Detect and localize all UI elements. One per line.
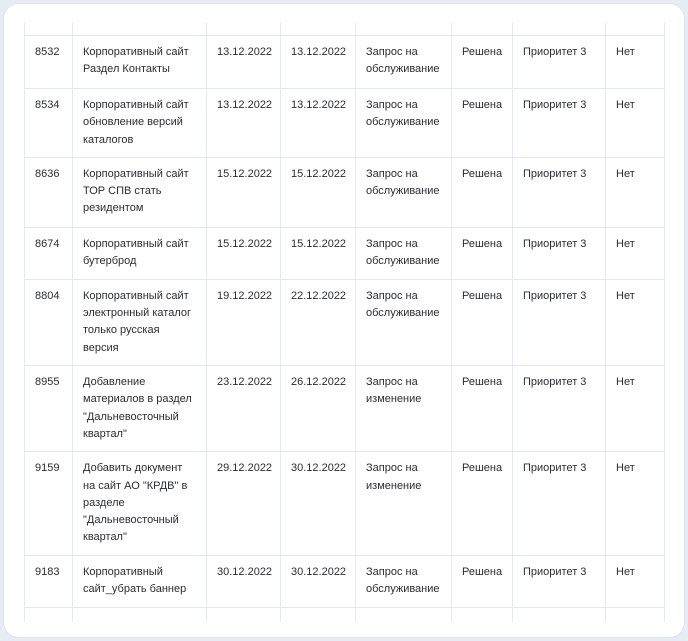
cell-status: Решена	[451, 35, 513, 89]
cell-request-id: 8636	[24, 156, 73, 228]
cell-start-date: 30.12.2022	[206, 554, 281, 608]
cell-request-id: 8955	[24, 365, 73, 452]
cell-status: Решена	[451, 226, 513, 280]
cell-flag: Нет	[605, 451, 665, 556]
cell-status: Решена	[451, 88, 513, 158]
cell-flag: Нет	[605, 365, 665, 452]
cell-priority: Приоритет 3	[512, 35, 606, 89]
cell-flag: Нет	[605, 88, 665, 158]
cell-start-date: 13.12.2022	[206, 35, 281, 89]
cell-priority: Приоритет 3	[512, 278, 606, 366]
cell-request-name: Корпоративный сайт обновление версий кат…	[72, 88, 207, 158]
cell-priority: Приоритет 3	[512, 365, 606, 452]
cell-request-type: Запрос на обслуживание	[355, 35, 452, 89]
cell-request-id: 9159	[24, 451, 73, 556]
cell-flag: Нет	[605, 35, 665, 89]
cell-status: Решена	[451, 278, 513, 366]
cell-end-date: 13.12.2022	[280, 35, 356, 89]
cell-request-name: Корпоративный сайт бутерброд	[72, 226, 207, 280]
cell-request-type: Запрос на обслуживание	[355, 278, 452, 366]
cell-request-type: Запрос на обслуживание	[355, 226, 452, 280]
cell-end-date: 30.12.2022	[280, 451, 356, 556]
cell-status: Решена	[451, 156, 513, 228]
table-row[interactable]: 9183 Корпоративный сайт_убрать баннер 30.1…	[24, 554, 665, 608]
cell-flag: Нет	[605, 278, 665, 366]
cell-priority: Приоритет 3	[512, 226, 606, 280]
cell-flag: Нет	[605, 554, 665, 608]
cell-priority: Приоритет 3	[512, 554, 606, 608]
table-row[interactable]: 8674 Корпоративный сайт бутерброд 15.12.20…	[24, 226, 665, 280]
cell-request-name: Корпоративный сайт_убрать баннер	[72, 554, 207, 608]
table-row[interactable]: 8532 Корпоративный сайт Раздел Контакты 13…	[24, 35, 665, 89]
table-row[interactable]: 8534 Корпоративный сайт обновление версий…	[24, 88, 665, 158]
cell-request-id: 8534	[24, 88, 73, 158]
cell-priority: Приоритет 3	[512, 156, 606, 228]
table-row[interactable]: 8804 Корпоративный сайт электронный катал…	[24, 278, 665, 366]
cell-priority: Приоритет 3	[512, 88, 606, 158]
cell-start-date: 29.12.2022	[206, 451, 281, 556]
requests-table: 8532 Корпоративный сайт Раздел Контакты 13…	[24, 23, 665, 622]
cell-request-type: Запрос на изменение	[355, 365, 452, 452]
table-row[interactable]: 9159 Добавить документ на сайт АО "КРДВ" …	[24, 451, 665, 556]
cell-request-name: Корпоративный сайт ТОР СПВ стать резиден…	[72, 156, 207, 228]
cell-request-type: Запрос на изменение	[355, 451, 452, 556]
cell-request-name: Добавление материалов в раздел "Дальнево…	[72, 365, 207, 452]
table-row-partial	[24, 23, 665, 36]
cell-request-name: Корпоративный сайт Раздел Контакты	[72, 35, 207, 89]
cell-end-date: 13.12.2022	[280, 88, 356, 158]
table-row[interactable]: 8636 Корпоративный сайт ТОР СПВ стать рез…	[24, 156, 665, 228]
cell-request-id: 8532	[24, 35, 73, 89]
table-row[interactable]: 8955 Добавление материалов в раздел "Даль…	[24, 365, 665, 452]
cell-request-type: Запрос на обслуживание	[355, 554, 452, 608]
cell-status: Решена	[451, 554, 513, 608]
cell-status: Решена	[451, 451, 513, 556]
cell-flag: Нет	[605, 226, 665, 280]
cell-request-name: Корпоративный сайт электронный каталог т…	[72, 278, 207, 366]
cell-end-date: 15.12.2022	[280, 156, 356, 228]
cell-status: Решена	[451, 365, 513, 452]
cell-request-id: 8674	[24, 226, 73, 280]
cell-request-type: Запрос на обслуживание	[355, 156, 452, 228]
table-card: 8532 Корпоративный сайт Раздел Контакты 13…	[3, 3, 685, 638]
cell-request-id: 9183	[24, 554, 73, 608]
cell-end-date: 26.12.2022	[280, 365, 356, 452]
cell-end-date: 30.12.2022	[280, 554, 356, 608]
cell-start-date: 19.12.2022	[206, 278, 281, 366]
cell-start-date: 15.12.2022	[206, 156, 281, 228]
cell-request-name: Добавить документ на сайт АО "КРДВ" в ра…	[72, 451, 207, 556]
cell-start-date: 13.12.2022	[206, 88, 281, 158]
table-row-partial	[24, 606, 665, 622]
cell-start-date: 15.12.2022	[206, 226, 281, 280]
cell-end-date: 22.12.2022	[280, 278, 356, 366]
cell-request-type: Запрос на обслуживание	[355, 88, 452, 158]
cell-flag: Нет	[605, 156, 665, 228]
cell-priority: Приоритет 3	[512, 451, 606, 556]
cell-start-date: 23.12.2022	[206, 365, 281, 452]
cell-request-id: 8804	[24, 278, 73, 366]
cell-end-date: 15.12.2022	[280, 226, 356, 280]
